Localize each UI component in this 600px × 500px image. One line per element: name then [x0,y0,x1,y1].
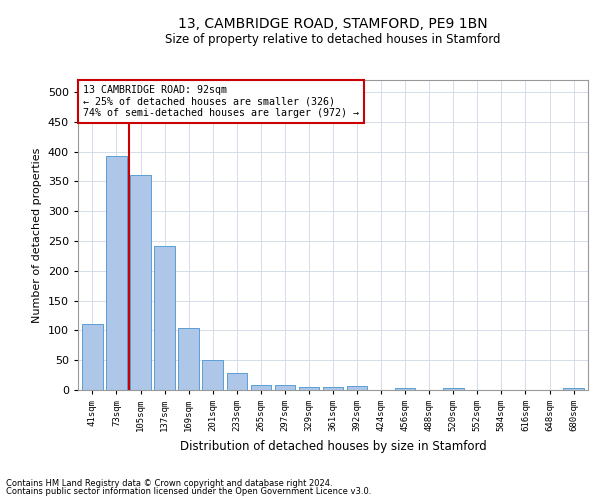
Bar [154,246,175,390]
X-axis label: Distribution of detached houses by size in Stamford: Distribution of detached houses by size … [179,440,487,452]
Bar [82,324,103,390]
Bar [299,387,319,390]
Bar [251,384,271,390]
Bar [227,372,247,390]
Bar [347,386,367,390]
Text: Contains public sector information licensed under the Open Government Licence v3: Contains public sector information licen… [6,487,371,496]
Bar [202,360,223,390]
Text: Size of property relative to detached houses in Stamford: Size of property relative to detached ho… [165,32,501,46]
Bar [323,387,343,390]
Bar [275,385,295,390]
Text: 13 CAMBRIDGE ROAD: 92sqm
← 25% of detached houses are smaller (326)
74% of semi-: 13 CAMBRIDGE ROAD: 92sqm ← 25% of detach… [83,84,359,118]
Text: Contains HM Land Registry data © Crown copyright and database right 2024.: Contains HM Land Registry data © Crown c… [6,478,332,488]
Bar [178,328,199,390]
Bar [130,176,151,390]
Bar [563,388,584,390]
Bar [395,388,415,390]
Text: 13, CAMBRIDGE ROAD, STAMFORD, PE9 1BN: 13, CAMBRIDGE ROAD, STAMFORD, PE9 1BN [178,18,488,32]
Y-axis label: Number of detached properties: Number of detached properties [32,148,42,322]
Bar [106,156,127,390]
Bar [443,388,464,390]
